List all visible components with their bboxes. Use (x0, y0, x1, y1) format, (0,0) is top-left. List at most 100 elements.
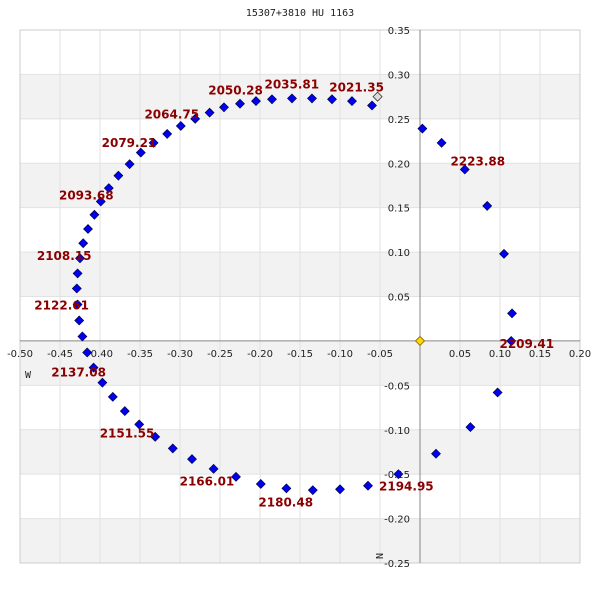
x-tick-label: -0.30 (167, 349, 193, 360)
orbit-point (150, 431, 161, 442)
orbit-point (255, 479, 266, 489)
orbit-point (465, 422, 476, 433)
x-tick-label: -0.50 (7, 349, 33, 360)
epoch-label: 2166.01 (180, 475, 235, 489)
orbit-point (175, 121, 186, 131)
orbit-point (327, 94, 337, 105)
west-axis-letter: W (25, 370, 32, 381)
tick-labels: -0.50 -0.45 -0.40 -0.35 -0.30 -0.25 -0.20 -0.15… (7, 26, 591, 570)
orbit-points (71, 91, 517, 496)
orbit-point (363, 480, 373, 491)
x-tick-label: 0.05 (449, 349, 471, 360)
y-tick-label: -0.25 (384, 559, 410, 570)
y-tick-label: 0.20 (388, 159, 410, 170)
y-tick-label: -0.20 (384, 515, 410, 526)
orbit-point (74, 315, 85, 326)
orbit-point (190, 113, 201, 124)
x-tick-label: -0.10 (327, 349, 353, 360)
x-tick-label: -0.25 (207, 349, 233, 360)
orbit-point (89, 209, 100, 220)
orbit-point (124, 159, 135, 170)
epoch-label: 2209.41 (499, 337, 554, 351)
orbit-point (113, 170, 124, 181)
x-tick-label: 0.20 (569, 349, 591, 360)
orbit-point (167, 443, 178, 454)
epoch-label: 2064.75 (144, 107, 199, 121)
orbit-point (75, 253, 85, 264)
orbit-point (71, 283, 82, 294)
start-point (372, 91, 383, 102)
orbit-point (267, 94, 277, 105)
epoch-label: 2093.68 (59, 189, 114, 203)
x-tick-label: -0.35 (127, 349, 153, 360)
y-tick-label: 0.25 (388, 115, 410, 126)
epoch-label: 2108.15 (37, 249, 92, 263)
epoch-label: 2050.28 (208, 83, 263, 97)
orbit-point (82, 347, 93, 358)
orbit-point (162, 129, 173, 139)
orbit-point (119, 406, 130, 417)
y-tick-label: 0.30 (388, 70, 410, 81)
orbit-point (459, 164, 470, 175)
orbit-point (347, 96, 357, 106)
orbit-point (281, 483, 292, 494)
y-tick-label: -0.05 (384, 381, 410, 392)
orbit-point (506, 335, 517, 346)
x-tick-label: -0.40 (87, 349, 113, 360)
epoch-label: 2021.35 (329, 81, 384, 95)
orbit-point (107, 391, 118, 402)
epoch-label: 2223.88 (450, 154, 505, 168)
x-tick-label: -0.15 (287, 349, 313, 360)
x-tick-label: -0.20 (247, 349, 273, 360)
orbit-point (97, 377, 108, 388)
y-tick-label: 0.10 (388, 248, 410, 259)
orbit-point (88, 362, 99, 373)
orbit-point (77, 331, 88, 342)
chart-title: 15307+3810 HU 1163 (246, 8, 354, 19)
orbit-point (72, 299, 83, 310)
north-axis-letter: N (373, 553, 384, 559)
orbit-point (307, 93, 317, 104)
orbit-point (251, 96, 261, 106)
orbit-point (204, 107, 215, 118)
orbit-point (335, 484, 345, 495)
orbit-point (231, 471, 241, 482)
orbit-point (507, 308, 517, 319)
primary-star (414, 335, 426, 346)
orbit-point (287, 93, 297, 104)
epoch-label: 2180.48 (258, 495, 313, 509)
axes (20, 30, 580, 563)
epoch-label: 2151.55 (100, 427, 155, 441)
orbit-point (103, 183, 114, 194)
x-tick-label: -0.45 (47, 349, 73, 360)
x-tick-label: -0.05 (367, 349, 393, 360)
y-tick-label: 0.05 (388, 293, 410, 304)
orbit-point (208, 463, 219, 474)
orbit-point (367, 100, 377, 111)
orbit-point (95, 196, 106, 207)
orbit-point (148, 137, 159, 148)
orbit-point (235, 98, 245, 109)
orbit-point (219, 102, 229, 113)
orbit-point (83, 224, 93, 234)
epoch-label: 2079.21 (102, 136, 157, 150)
orbit-point (307, 485, 318, 496)
x-tick-label: 0.15 (529, 349, 551, 360)
orbit-point (78, 238, 89, 249)
orbit-point (436, 137, 447, 148)
epoch-label: 2137.08 (51, 365, 106, 379)
y-tick-label: -0.10 (384, 426, 410, 437)
orbit-point (492, 387, 503, 398)
epoch-label: 2194.95 (379, 479, 434, 493)
orbit-point (431, 448, 441, 459)
epoch-label: 2035.81 (264, 77, 319, 91)
plot-frame (19, 29, 581, 564)
orbit-point (187, 454, 197, 464)
orbit-point (72, 268, 83, 279)
orbit-point (482, 200, 493, 211)
epoch-label: 2122.61 (34, 298, 89, 312)
orbit-point (499, 248, 509, 259)
x-tick-label: 0.10 (489, 349, 511, 360)
